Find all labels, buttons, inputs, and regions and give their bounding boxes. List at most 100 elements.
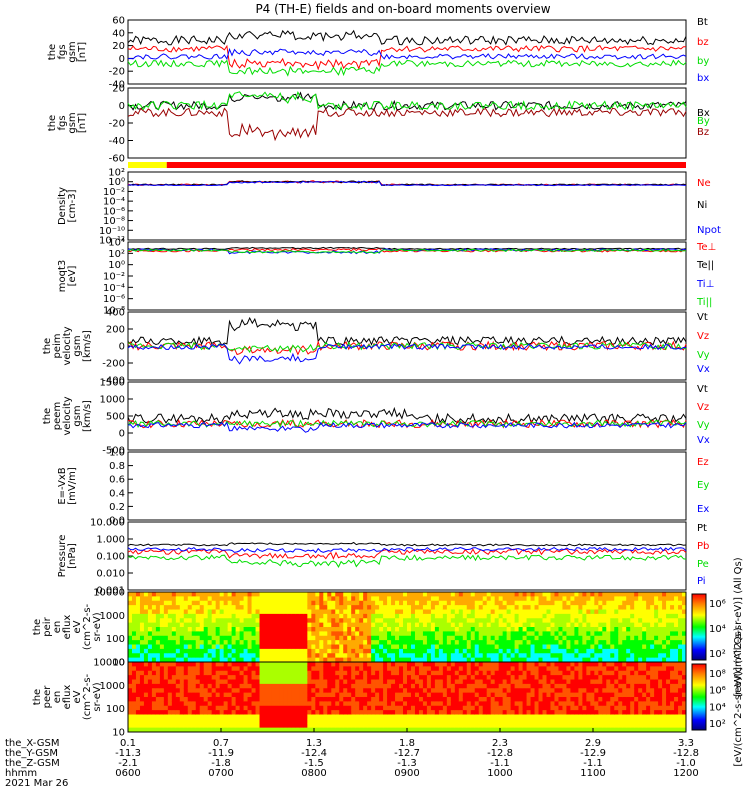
heatmap-cell [227, 592, 233, 597]
heatmap-cell [159, 644, 165, 650]
heatmap-cell [363, 688, 368, 694]
heatmap-cell [670, 653, 675, 659]
heatmap-cell [502, 631, 508, 637]
heatmap-cell [167, 653, 173, 659]
heatmap-cell [558, 605, 563, 610]
heatmap-cell [606, 613, 611, 619]
heatmap-cell [247, 635, 253, 641]
heatmap-cell [235, 613, 241, 619]
heatmap-cell [367, 701, 372, 707]
heatmap-cell [574, 640, 579, 645]
heatmap-cell [530, 718, 536, 724]
heatmap-cell [562, 631, 567, 637]
heatmap-cell [658, 670, 663, 676]
heatmap-cell [450, 688, 456, 694]
heatmap-cell [638, 605, 643, 610]
heatmap-cell [331, 627, 336, 632]
heatmap-cell [570, 675, 575, 680]
heatmap-cell [434, 631, 440, 637]
heatmap-cell [367, 600, 372, 606]
heatmap-cell [383, 688, 388, 694]
heatmap-cell [259, 666, 265, 672]
heatmap-cell [223, 600, 229, 606]
heatmap-cell [514, 653, 520, 659]
heatmap-cell [339, 644, 344, 650]
heatmap-cell [482, 640, 488, 645]
heatmap-cell [410, 666, 416, 672]
heatmap-cell [171, 718, 177, 724]
heatmap-cell [383, 705, 388, 711]
heatmap-cell [462, 596, 468, 602]
heatmap-cell [375, 648, 380, 654]
heatmap-cell [267, 701, 272, 707]
heatmap-cell [550, 622, 555, 628]
heatmap-cell [670, 618, 675, 624]
heatmap-cell [315, 648, 320, 654]
heatmap-cell [339, 600, 344, 606]
heatmap-cell [622, 648, 627, 654]
heatmap-cell [143, 679, 149, 685]
heatmap-cell [618, 618, 623, 624]
heatmap-cell [594, 692, 599, 698]
heatmap-cell [486, 718, 492, 724]
heatmap-cell [474, 596, 480, 602]
heatmap-cell [355, 618, 360, 624]
heatmap-cell [327, 697, 332, 702]
heatmap-cell [554, 688, 559, 694]
heatmap-cell [195, 675, 201, 680]
heatmap-cell [355, 688, 360, 694]
y-tick-label: 20 [112, 84, 125, 95]
heatmap-cell [247, 605, 253, 610]
heatmap-cell [275, 596, 280, 602]
y-tick-label: 10⁻⁸ [103, 306, 125, 317]
heatmap-cell [291, 718, 296, 724]
heatmap-cell [654, 670, 659, 676]
heatmap-cell [307, 701, 312, 707]
heatmap-cell [379, 640, 384, 645]
heatmap-cell [159, 723, 165, 729]
heatmap-cell [175, 640, 181, 645]
heatmap-cell [271, 727, 276, 733]
heatmap-cell [155, 613, 161, 619]
heatmap-cell [359, 679, 364, 685]
heatmap-cell [550, 592, 555, 597]
heatmap-cell [323, 609, 328, 615]
heatmap-cell [295, 701, 300, 707]
heatmap-cell [183, 692, 189, 698]
heatmap-cell [287, 631, 292, 637]
heatmap-cell [243, 701, 249, 707]
heatmap-cell [558, 718, 563, 724]
heatmap-cell [630, 609, 635, 615]
heatmap-cell [418, 723, 424, 729]
heatmap-cell [295, 710, 300, 715]
heatmap-cell [403, 631, 408, 637]
heatmap-cell [187, 723, 193, 729]
heatmap-cell [582, 640, 587, 645]
heatmap-cell [458, 670, 464, 676]
heatmap-cell [638, 627, 643, 632]
heatmap-cell [634, 666, 639, 672]
heatmap-cell [387, 657, 392, 663]
heatmap-cell [634, 710, 639, 715]
heatmap-cell [303, 609, 308, 615]
heatmap-cell [522, 710, 528, 715]
heatmap-cell [227, 640, 233, 645]
heatmap-cell [219, 675, 225, 680]
heatmap-cell [223, 662, 229, 667]
heatmap-cell [442, 692, 448, 698]
heatmap-cell [255, 670, 261, 676]
heatmap-cell [179, 618, 185, 624]
heatmap-cell [426, 640, 432, 645]
heatmap-cell [183, 635, 189, 641]
heatmap-cell [566, 705, 571, 711]
heatmap-cell [291, 596, 296, 602]
heatmap-cell [231, 723, 237, 729]
heatmap-cell [315, 710, 320, 715]
series-line-by [127, 59, 687, 77]
heatmap-cell [175, 618, 181, 624]
heatmap-cell [466, 657, 472, 663]
heatmap-cell [159, 714, 165, 720]
heatmap-cell [490, 701, 496, 707]
heatmap-cell [343, 714, 348, 720]
heatmap-cell [195, 648, 201, 654]
